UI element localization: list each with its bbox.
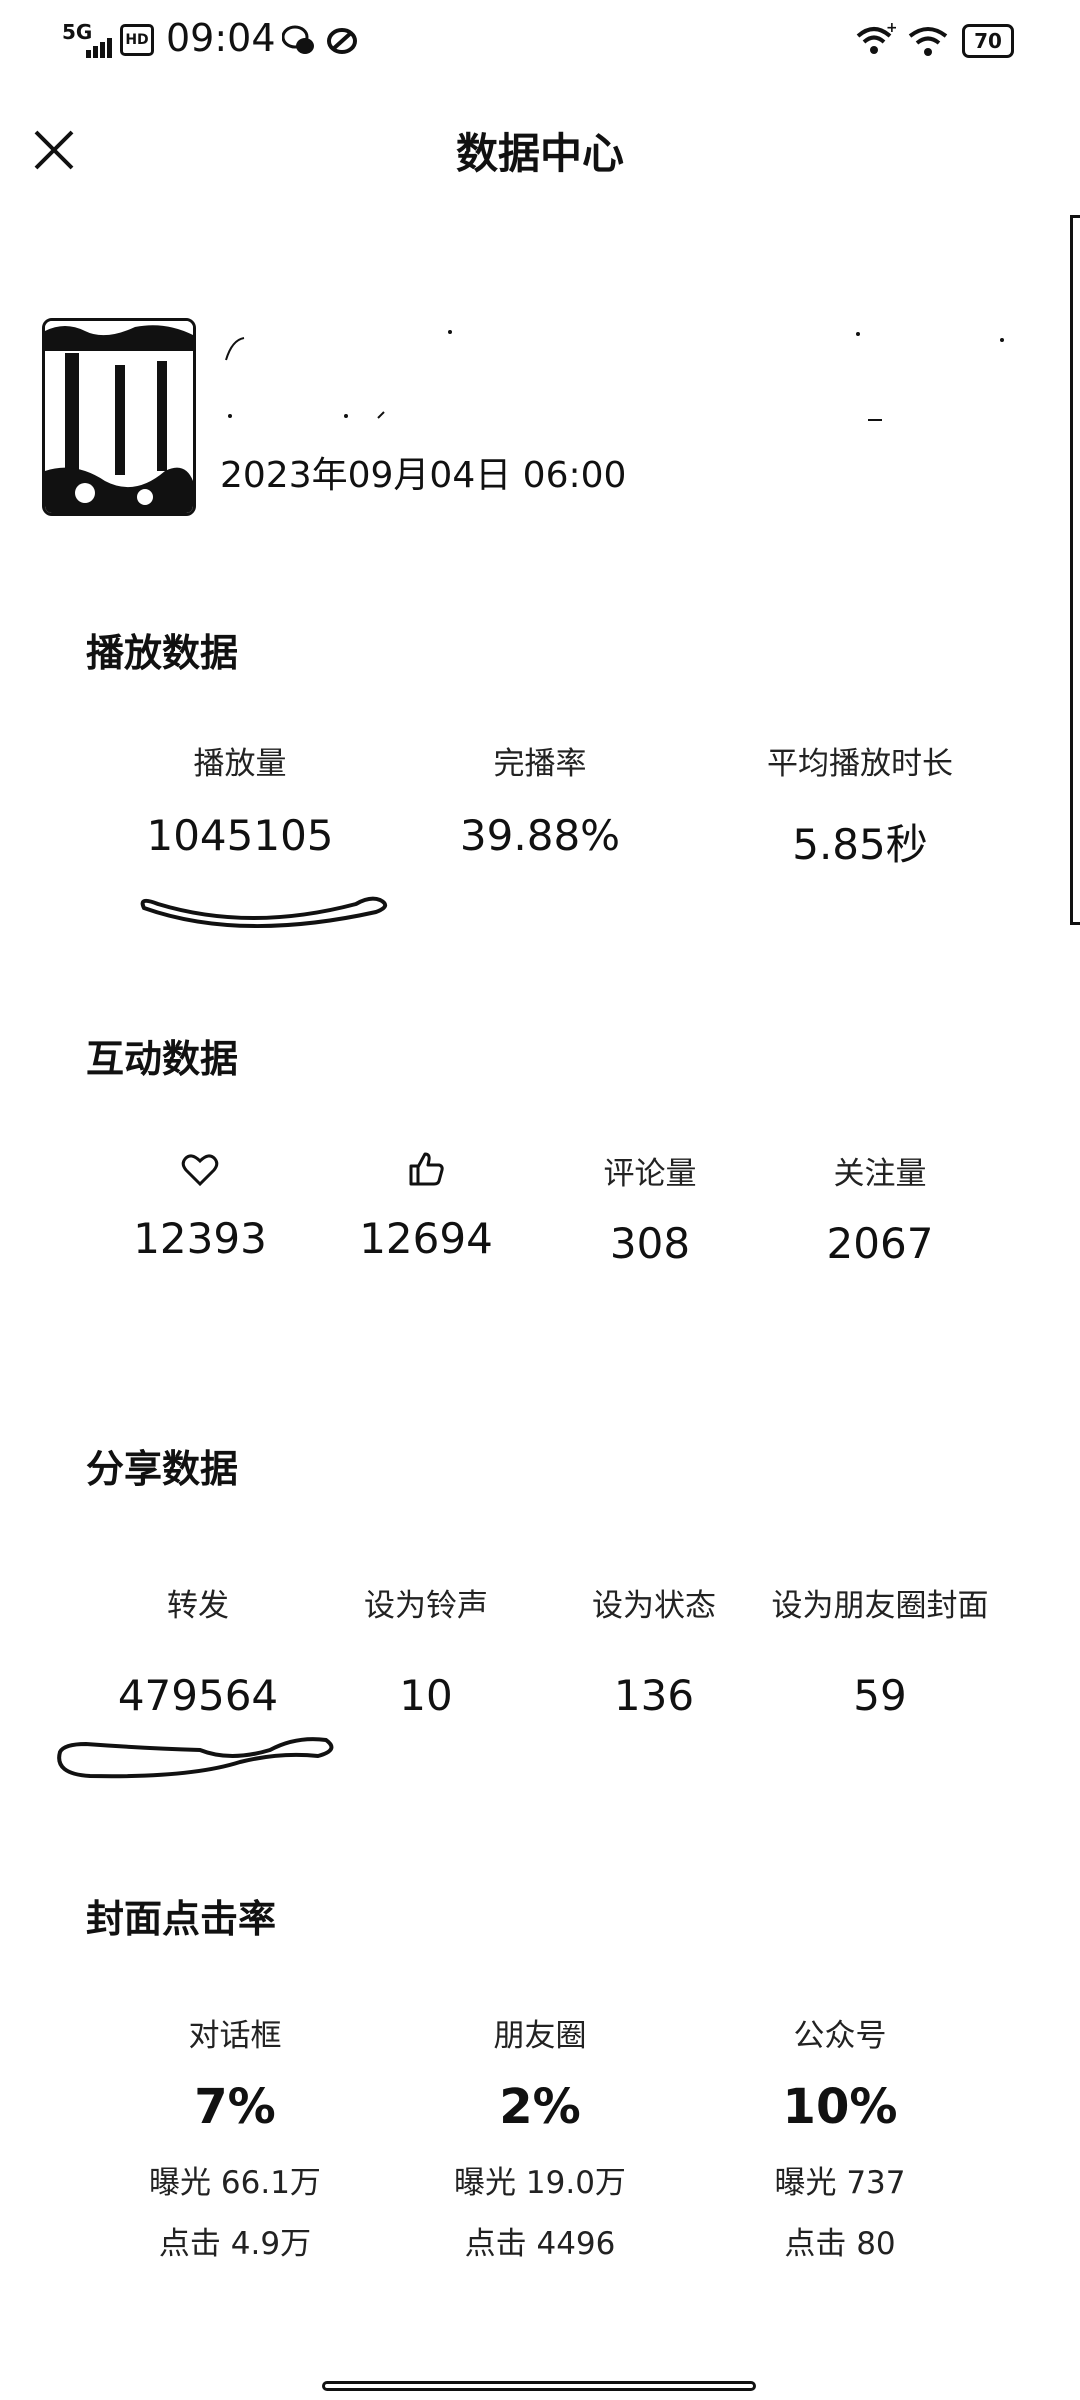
wifi-icon bbox=[908, 27, 948, 56]
stat-value: 479564 bbox=[117, 1671, 279, 1720]
stat-moments-cover: 设为朋友圈封面 59 bbox=[750, 1580, 1010, 1720]
stat-follows: 关注量 2067 bbox=[760, 1148, 1000, 1268]
thumbnail-image bbox=[45, 321, 193, 513]
network-indicator: 5G bbox=[62, 20, 93, 44]
stat-clicks: 点击 4496 bbox=[464, 2226, 616, 2262]
stat-exposure: 曝光 737 bbox=[774, 2165, 906, 2201]
page-title: 数据中心 bbox=[455, 129, 624, 178]
stat-clicks: 点击 80 bbox=[784, 2226, 896, 2262]
redaction-specks bbox=[225, 330, 1004, 421]
stat-value: 136 bbox=[613, 1671, 695, 1720]
section-title-interact: 互动数据 bbox=[86, 1037, 239, 1081]
stat-label: 朋友圈 bbox=[493, 2018, 587, 2054]
home-indicator[interactable] bbox=[322, 2381, 756, 2391]
video-thumbnail[interactable] bbox=[42, 318, 196, 516]
stat-likes: 12694 bbox=[306, 1148, 546, 1263]
scribble-mark bbox=[57, 1737, 334, 1779]
stat-clicks: 点击 4.9万 bbox=[158, 2226, 312, 2262]
stat-value: 10 bbox=[399, 1671, 453, 1720]
stat-rate: 7% bbox=[194, 2079, 276, 2135]
stat-label: 评论量 bbox=[603, 1156, 697, 1192]
close-button[interactable] bbox=[24, 120, 84, 180]
stat-value: 2067 bbox=[826, 1219, 934, 1268]
redacted-video-title bbox=[218, 320, 1018, 430]
header: 数据中心 bbox=[0, 110, 1080, 190]
stat-label: 平均播放时长 bbox=[767, 746, 953, 782]
video-publish-date: 2023年09月04日 06:00 bbox=[220, 455, 627, 496]
app-notification-icon bbox=[327, 28, 357, 54]
stat-exposure: 曝光 19.0万 bbox=[454, 2165, 626, 2201]
stat-exposure: 曝光 66.1万 bbox=[149, 2165, 321, 2201]
hd-badge: HD bbox=[120, 24, 154, 56]
heart-icon bbox=[181, 1154, 219, 1187]
stat-play-count: 播放量 1045105 bbox=[120, 738, 360, 860]
stat-value: 59 bbox=[853, 1671, 907, 1720]
stat-label: 完播率 bbox=[493, 746, 587, 782]
stat-label: 转发 bbox=[167, 1588, 229, 1624]
stat-label: 设为朋友圈封面 bbox=[771, 1588, 989, 1624]
wifi-plus-icon: + bbox=[856, 22, 896, 54]
stat-completion-rate: 完播率 39.88% bbox=[420, 738, 660, 860]
stat-label: 设为铃声 bbox=[364, 1588, 488, 1624]
stat-forwards: 转发 479564 bbox=[78, 1580, 318, 1720]
scrollbar[interactable] bbox=[1070, 215, 1080, 925]
cover-rate-chat: 对话框 7% 曝光 66.1万 点击 4.9万 bbox=[110, 2010, 360, 2263]
stat-label: 公众号 bbox=[793, 2018, 887, 2054]
stat-label: 播放量 bbox=[193, 746, 287, 782]
stat-value: 5.85秒 bbox=[792, 820, 928, 869]
stat-comments: 评论量 308 bbox=[530, 1148, 770, 1268]
stat-label: 设为状态 bbox=[592, 1588, 716, 1624]
signal-icon bbox=[86, 38, 112, 58]
section-title-cover: 封面点击率 bbox=[86, 1897, 277, 1941]
thumbs-up-icon bbox=[409, 1152, 444, 1186]
stat-avg-duration: 平均播放时长 5.85秒 bbox=[720, 738, 1000, 872]
status-time: 09:04 bbox=[166, 16, 276, 60]
stat-value: 1045105 bbox=[146, 811, 334, 860]
close-icon bbox=[34, 130, 74, 170]
stat-ringtone: 设为铃声 10 bbox=[306, 1580, 546, 1720]
stat-rate: 2% bbox=[499, 2079, 581, 2135]
cover-rate-official-account: 公众号 10% 曝光 737 点击 80 bbox=[720, 2010, 960, 2263]
stat-label: 关注量 bbox=[833, 1156, 927, 1192]
battery-indicator: 70 bbox=[962, 24, 1014, 58]
wechat-icon bbox=[282, 25, 314, 54]
section-title-play: 播放数据 bbox=[86, 631, 239, 675]
stat-status: 设为状态 136 bbox=[534, 1580, 774, 1720]
stat-favorites: 12393 bbox=[80, 1148, 320, 1263]
section-title-share: 分享数据 bbox=[86, 1447, 239, 1491]
scribble-mark bbox=[140, 896, 388, 928]
stat-rate: 10% bbox=[782, 2079, 898, 2135]
svg-text:+: + bbox=[886, 22, 896, 36]
stat-value: 39.88% bbox=[459, 811, 621, 860]
stat-value: 12694 bbox=[359, 1214, 493, 1263]
status-bar: 5G HD 09:04 + 70 bbox=[0, 0, 1080, 80]
cover-rate-moments: 朋友圈 2% 曝光 19.0万 点击 4496 bbox=[410, 2010, 670, 2263]
stat-value: 308 bbox=[609, 1219, 691, 1268]
stat-value: 12393 bbox=[133, 1214, 267, 1263]
stat-label: 对话框 bbox=[188, 2018, 282, 2054]
